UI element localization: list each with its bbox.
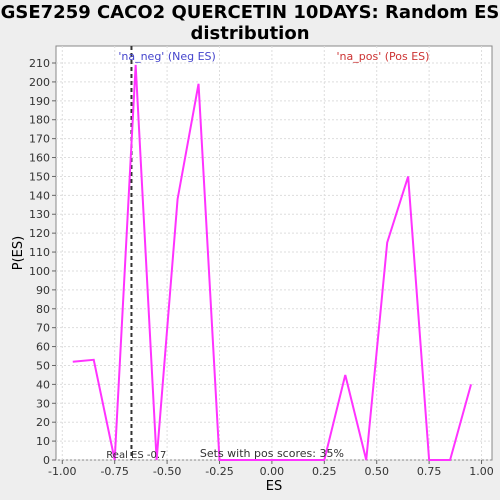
y-tick-label: 130 <box>29 208 50 221</box>
x-axis: -1.00 -0.75 -0.50 -0.25 0.00 0.25 0.50 0.75 1.00 <box>48 460 494 478</box>
x-tick-label: -1.00 <box>48 465 76 478</box>
pos-es-label: 'na_pos' (Pos ES) <box>337 50 430 63</box>
y-tick-label: 0 <box>43 454 50 467</box>
x-tick-label: -0.50 <box>153 465 181 478</box>
chart-title: GSE7259 CACO2 QUERCETIN 10DAYS: Random E… <box>0 2 500 44</box>
y-tick-label: 30 <box>36 397 50 410</box>
x-axis-label: ES <box>266 479 282 494</box>
y-tick-label: 40 <box>36 378 50 391</box>
y-tick-label: 20 <box>36 416 50 429</box>
y-tick-label: 70 <box>36 322 50 335</box>
y-tick-label: 120 <box>29 227 50 240</box>
y-tick-label: 200 <box>29 76 50 89</box>
x-tick-label: 0.50 <box>364 465 389 478</box>
series-line <box>72 64 473 461</box>
y-axis: 0 10 20 30 40 50 60 70 80 90 100 110 120 130 140 150 160… <box>29 57 56 467</box>
y-tick-label: 50 <box>36 359 50 372</box>
x-tick-label: 0.00 <box>260 465 285 478</box>
x-tick-label: 1.00 <box>469 465 494 478</box>
y-tick-label: 100 <box>29 265 50 278</box>
real-es-label: Real ES -0.7 <box>106 450 166 461</box>
y-tick-label: 210 <box>29 57 50 70</box>
pos-scores-footer: Sets with pos scores: 35% <box>200 447 344 460</box>
y-tick-label: 10 <box>36 435 50 448</box>
x-tick-label: 0.75 <box>417 465 442 478</box>
y-tick-label: 140 <box>29 189 50 202</box>
y-tick-label: 190 <box>29 95 50 108</box>
x-tick-label: 0.25 <box>312 465 337 478</box>
y-tick-label: 160 <box>29 152 50 165</box>
plot-area <box>55 45 493 461</box>
y-tick-label: 90 <box>36 284 50 297</box>
y-tick-label: 60 <box>36 341 50 354</box>
y-tick-label: 110 <box>29 246 50 259</box>
y-tick-label: 80 <box>36 303 50 316</box>
y-tick-label: 170 <box>29 133 50 146</box>
y-tick-label: 180 <box>29 114 50 127</box>
neg-es-label: 'na_neg' (Neg ES) <box>118 50 215 63</box>
x-tick-label: -0.75 <box>100 465 128 478</box>
y-tick-label: 150 <box>29 170 50 183</box>
grid-lines <box>56 46 492 461</box>
y-axis-label: P(ES) <box>11 236 26 270</box>
x-tick-label: -0.25 <box>205 465 233 478</box>
